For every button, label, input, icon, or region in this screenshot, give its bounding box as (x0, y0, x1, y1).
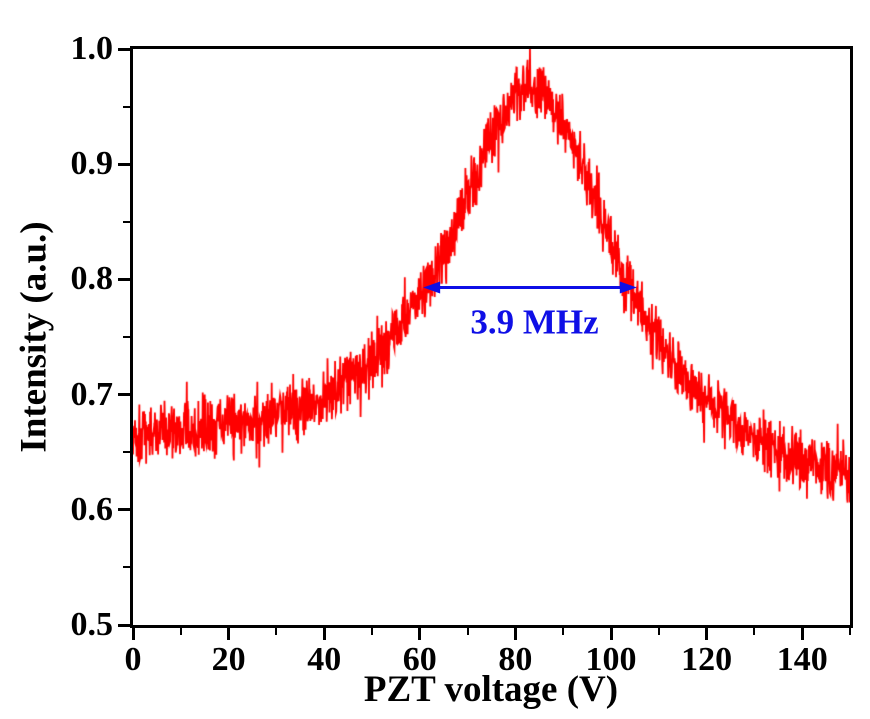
y-axis-title: Intensity (a.u.) (13, 221, 55, 453)
x-minor-tick (466, 628, 469, 635)
x-major-tick (800, 628, 804, 640)
x-major-tick (513, 628, 517, 640)
x-major-tick (227, 628, 231, 640)
x-major-tick (322, 628, 326, 640)
x-minor-tick (371, 628, 373, 635)
y-minor-tick (123, 566, 130, 569)
x-minor-tick (753, 628, 756, 635)
x-major-tick (705, 628, 709, 640)
y-major-tick (118, 162, 130, 166)
y-major-tick (118, 393, 130, 397)
y-major-tick (118, 623, 130, 627)
y-tick-label: 1.0 (70, 30, 114, 67)
x-tick-label: 100 (585, 641, 637, 678)
y-tick-label: 0.6 (70, 490, 114, 528)
y-minor-tick (123, 220, 130, 223)
y-major-tick (118, 277, 130, 281)
x-tick-label: 140 (776, 641, 828, 678)
fwhm-label: 3.9 MHz (470, 302, 599, 342)
y-tick-label: 0.5 (70, 606, 114, 643)
y-minor-tick (123, 105, 130, 108)
plot-frame (130, 46, 853, 628)
fwhm-arrowhead-right (619, 281, 637, 294)
y-major-tick (118, 47, 130, 51)
x-major-tick (418, 628, 422, 640)
y-tick-label: 0.7 (70, 375, 114, 413)
x-tick-label: 0 (124, 641, 142, 678)
x-axis-title: PZT voltage (V) (363, 669, 619, 710)
fwhm-arrowhead-left (423, 281, 441, 294)
x-major-tick (131, 628, 135, 640)
x-tick-label: 40 (307, 641, 342, 678)
fwhm-arrow (423, 281, 637, 294)
y-tick-label: 0.8 (70, 260, 114, 298)
x-minor-tick (179, 628, 182, 635)
y-minor-tick (123, 336, 130, 338)
x-tick-label: 120 (681, 641, 733, 678)
x-minor-tick (275, 628, 278, 635)
y-minor-tick (123, 451, 130, 454)
x-minor-tick (849, 628, 851, 635)
x-tick-label: 20 (211, 641, 246, 678)
x-minor-tick (562, 628, 565, 635)
x-major-tick (609, 628, 613, 640)
y-tick-label: 0.9 (70, 145, 114, 183)
x-tick-label: 60 (402, 641, 437, 678)
data-trace-canvas (133, 49, 850, 625)
x-tick-label: 80 (498, 641, 533, 678)
x-minor-tick (657, 628, 660, 635)
y-major-tick (118, 508, 130, 512)
